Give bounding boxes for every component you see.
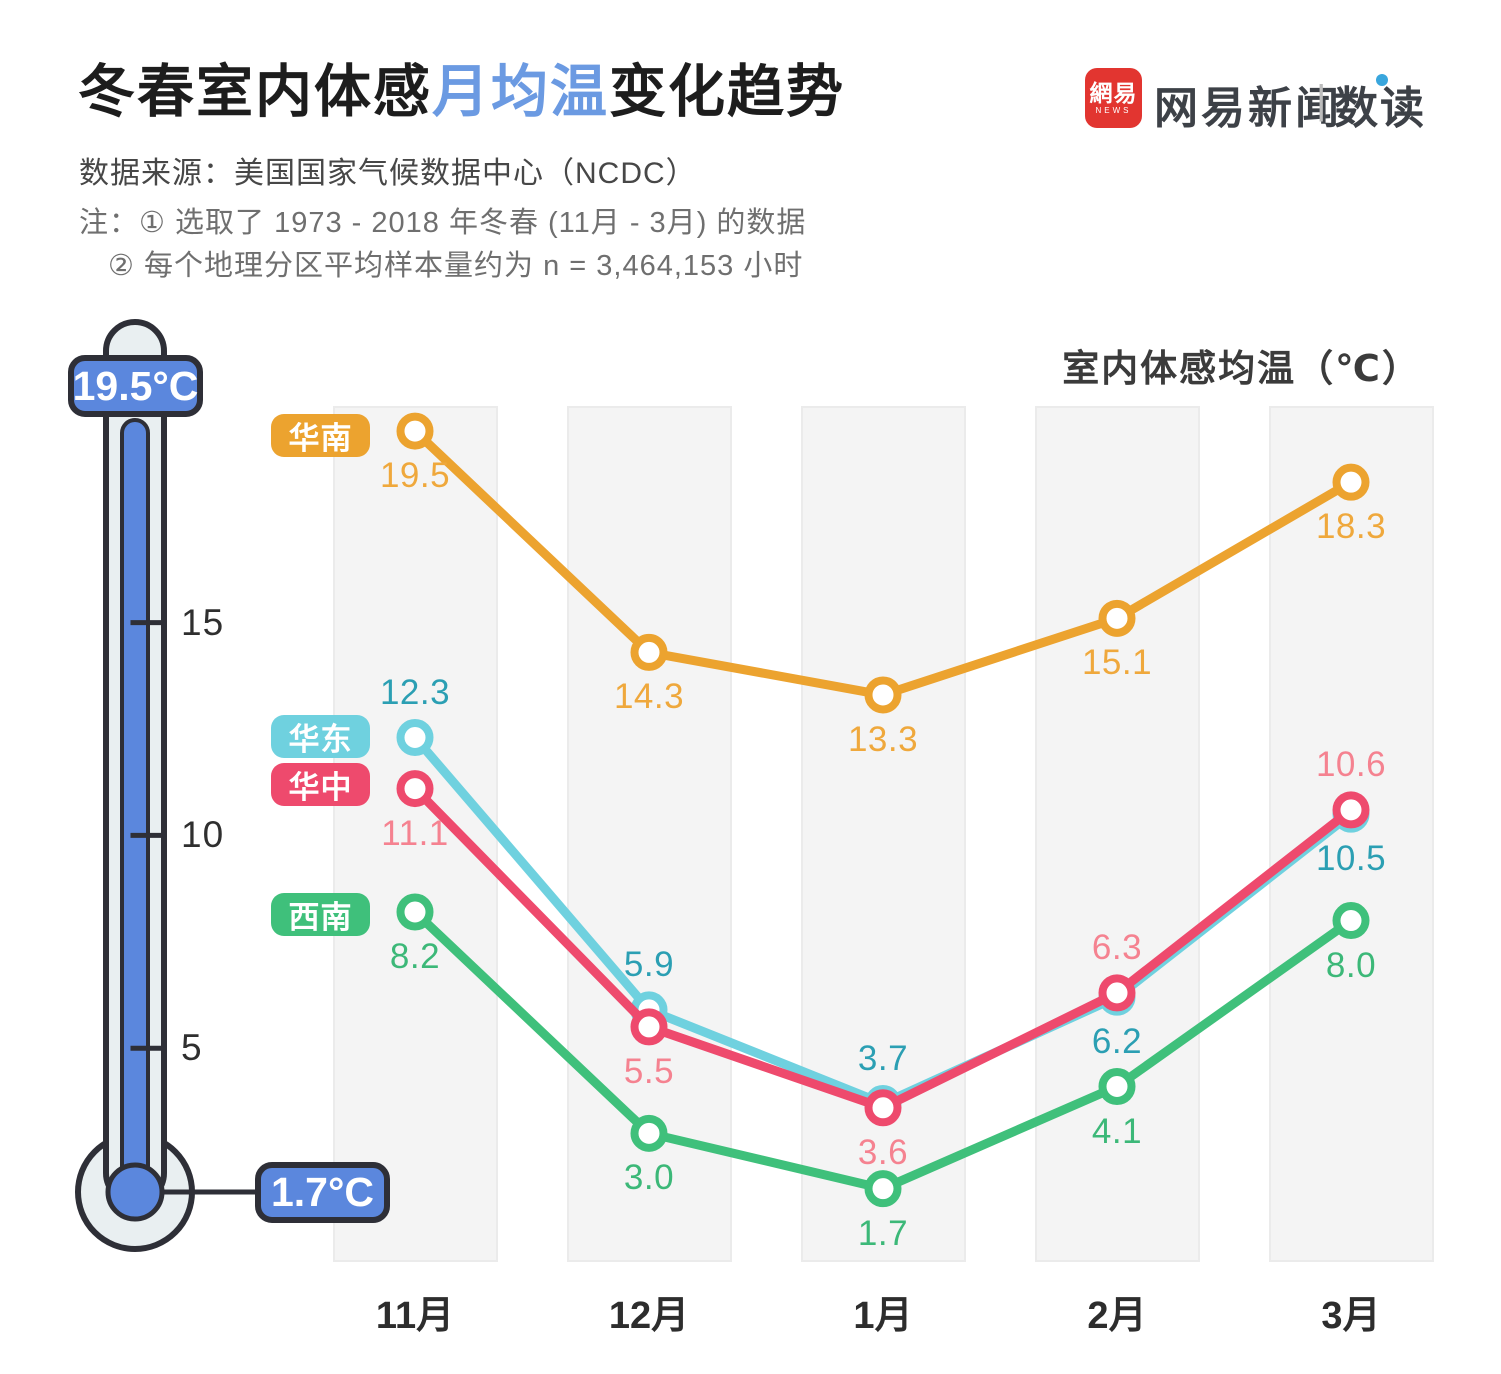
value-label-central-china-11月: 11.1: [381, 813, 449, 853]
month-band-5: [1268, 406, 1434, 1262]
title-highlight: 月均温: [432, 60, 609, 124]
marker-south-china-12月: [630, 633, 668, 671]
marker-southwest-china-2月: [1098, 1068, 1136, 1106]
thermometer-tick-label-10: 10: [181, 814, 225, 856]
value-label-east-china-3月: 10.5: [1315, 839, 1387, 879]
x-axis-label-1: 11月: [375, 1295, 455, 1337]
x-axis-label-2: 12月: [608, 1295, 690, 1337]
max-temperature-badge: 19.5°C: [68, 355, 203, 417]
value-label-central-china-3月: 10.6: [1315, 744, 1387, 784]
value-label-southwest-china-3月: 8.0: [1325, 945, 1377, 985]
note-line-1: 注：① 选取了 1973 - 2018 年冬春 (11月 - 3月) 的数据: [79, 207, 807, 239]
note-line-2: ② 每个地理分区平均样本量约为 n = 3,464,153 小时: [108, 250, 804, 282]
value-label-southwest-china-12月: 3.0: [623, 1158, 675, 1198]
month-band-4: [1034, 406, 1200, 1262]
x-axis-label-5: 3月: [1321, 1295, 1381, 1337]
marker-south-china-11月: [396, 412, 434, 450]
logo-divider: |: [1316, 78, 1327, 122]
value-label-southwest-china-11月: 8.2: [389, 937, 441, 976]
value-label-southwest-china-1月: 1.7: [857, 1213, 909, 1253]
data-source: 数据来源：美国国家气候数据中心（NCDC）: [79, 157, 697, 190]
y-axis-title: 室内体感均温（℃）: [1062, 348, 1421, 389]
value-label-south-china-3月: 18.3: [1315, 507, 1387, 547]
marker-central-china-2月: [1098, 974, 1136, 1012]
marker-east-china-11月: [396, 719, 434, 757]
marker-south-china-3月: [1332, 463, 1370, 501]
thermometer-tick-label-15: 15: [181, 601, 225, 643]
marker-south-china-1月: [864, 676, 902, 714]
value-label-east-china-11月: 12.3: [379, 672, 451, 712]
thermometer-tick-label-5: 5: [181, 1027, 203, 1069]
value-label-central-china-2月: 6.3: [1091, 927, 1143, 967]
legend-badge-east-china: 华东: [271, 715, 370, 758]
value-label-east-china-1月: 3.7: [857, 1038, 909, 1078]
marker-central-china-3月: [1332, 791, 1370, 829]
netease-logo-mark: 網易 NEWS: [1085, 68, 1142, 128]
value-label-south-china-11月: 19.5: [379, 456, 451, 496]
value-label-south-china-1月: 13.3: [847, 719, 919, 759]
marker-southwest-china-12月: [630, 1114, 668, 1152]
series-line-south-china: [411, 427, 1354, 700]
value-label-central-china-12月: 5.5: [623, 1051, 675, 1091]
thermometer-mercury-bulb: [105, 1162, 165, 1222]
legend-badge-southwest-china: 西南: [271, 893, 370, 936]
netease-logo-characters: 網易: [1089, 79, 1138, 106]
netease-logo-news-text: NEWS: [1095, 105, 1132, 115]
title-pre: 冬春室内体感: [78, 60, 432, 124]
value-label-south-china-12月: 14.3: [613, 677, 685, 717]
x-axis-label-4: 2月: [1087, 1295, 1147, 1337]
marker-south-china-2月: [1098, 599, 1136, 637]
legend-badge-central-china: 华中: [271, 763, 370, 806]
value-label-south-china-2月: 15.1: [1081, 643, 1153, 683]
value-label-southwest-china-2月: 4.1: [1091, 1111, 1143, 1151]
min-temperature-badge: 1.7°C: [255, 1162, 390, 1223]
legend-badge-south-china: 华南: [271, 414, 370, 457]
value-label-east-china-12月: 5.9: [623, 944, 675, 984]
page-title: 冬春室内体感月均温变化趋势: [78, 62, 845, 122]
thermometer-ticks: [130, 620, 161, 1051]
title-post: 变化趋势: [609, 60, 845, 124]
marker-southwest-china-11月: [396, 893, 434, 931]
marker-central-china-12月: [630, 1008, 668, 1046]
x-axis-label-3: 1月: [853, 1295, 913, 1337]
logo-blue-dot: [1376, 74, 1388, 86]
marker-southwest-china-1月: [864, 1170, 902, 1208]
marker-central-china-1月: [864, 1089, 902, 1127]
marker-central-china-11月: [396, 770, 434, 808]
product-name: 数读: [1334, 84, 1426, 133]
marker-southwest-china-3月: [1332, 902, 1370, 940]
value-label-east-china-2月: 6.2: [1091, 1022, 1143, 1062]
brand-name: 网易新闻: [1154, 84, 1342, 133]
value-label-central-china-1月: 3.6: [857, 1132, 909, 1172]
